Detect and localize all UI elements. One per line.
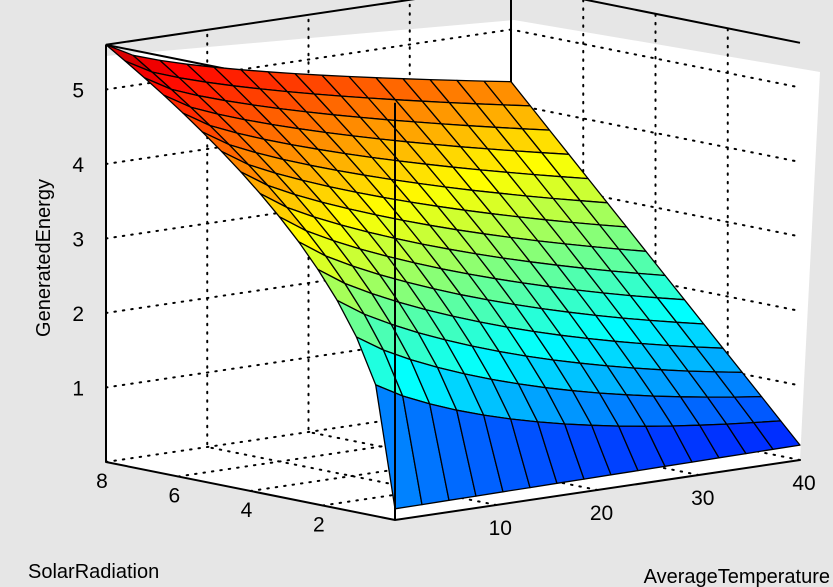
z-tick-label: 5	[72, 80, 84, 103]
y-tick-label: 4	[241, 499, 253, 522]
y-tick-label: 6	[168, 485, 180, 508]
x-tick-label: 30	[691, 487, 714, 510]
y-tick-label: 2	[313, 514, 325, 537]
x-axis-label: AverageTemperature	[644, 566, 830, 587]
y-tick-label: 8	[96, 470, 108, 493]
z-tick-label: 3	[72, 229, 84, 252]
z-tick-label: 1	[72, 378, 84, 401]
z-axis-label: GeneratedEnergy	[33, 179, 55, 337]
x-tick-label: 10	[489, 517, 512, 540]
x-tick-label: 20	[590, 502, 613, 525]
z-tick-label: 2	[72, 303, 84, 326]
x-tick-label: 40	[792, 472, 815, 495]
z-tick-label: 4	[72, 154, 84, 177]
y-axis-label: SolarRadiation	[28, 561, 159, 583]
